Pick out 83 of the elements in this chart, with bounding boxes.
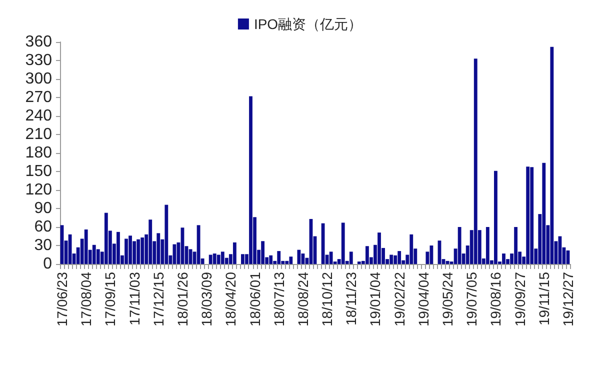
bar — [289, 256, 293, 264]
bar — [486, 227, 490, 264]
x-tick-label: 18/07/13 — [270, 272, 287, 326]
bar — [526, 166, 530, 264]
bar — [542, 162, 546, 264]
bar — [164, 204, 168, 264]
bar — [378, 232, 381, 264]
bar — [514, 227, 518, 264]
bar — [285, 260, 289, 264]
bar — [124, 238, 128, 264]
bar — [269, 255, 273, 264]
bar — [84, 229, 88, 264]
x-tick-label: 18/11/23 — [343, 272, 360, 326]
x-tick-label: 19/07/05 — [464, 272, 480, 326]
bar — [550, 46, 554, 264]
x-tick-label: 19/04/04 — [415, 272, 432, 326]
y-tick-label: 60 — [34, 218, 52, 236]
bar — [297, 250, 301, 264]
x-tick-label: 18/06/01 — [246, 272, 263, 326]
x-tick-label: 17/08/04 — [78, 272, 94, 326]
bar — [329, 252, 333, 264]
bar — [249, 96, 252, 264]
y-tick-label: 30 — [34, 237, 52, 254]
y-tick-label: 150 — [25, 163, 52, 180]
y-tick-label: 180 — [25, 144, 52, 162]
y-tick-label: 90 — [34, 200, 52, 217]
x-tick-label: 19/12/27 — [560, 272, 576, 326]
y-tick-label: 270 — [25, 89, 52, 106]
bar — [116, 232, 120, 264]
y-tick-label: 120 — [25, 182, 52, 198]
x-tick-label: 17/06/23 — [54, 272, 70, 326]
y-tick-label: 210 — [25, 126, 52, 143]
bar — [136, 239, 140, 264]
y-tick-label: 360 — [25, 34, 52, 50]
x-tick-label: 19/02/22 — [391, 272, 408, 326]
bar — [216, 254, 220, 264]
bar — [232, 242, 236, 264]
x-tick-label: 17/11/03 — [126, 272, 142, 326]
bar — [140, 237, 144, 264]
bar — [148, 220, 152, 264]
x-tick-label: 19/11/15 — [536, 272, 552, 326]
bar — [398, 251, 402, 264]
bar — [458, 227, 462, 264]
bar — [196, 225, 200, 264]
y-tick-label: 0 — [43, 256, 52, 272]
x-tick-label: 17/12/15 — [150, 272, 166, 326]
x-tick-label: 19/08/16 — [488, 272, 504, 326]
x-tick-label: 18/04/20 — [222, 272, 239, 326]
x-tick-label: 18/08/24 — [294, 272, 311, 326]
x-tick-label: 18/10/12 — [319, 272, 336, 326]
y-tick-label: 240 — [25, 108, 52, 124]
legend-label: IPO融资（亿元） — [254, 16, 362, 32]
bar — [220, 252, 224, 264]
bar — [394, 255, 398, 264]
bar — [208, 254, 212, 264]
bar — [474, 58, 478, 264]
bar — [349, 252, 353, 264]
bar — [128, 236, 132, 264]
x-tick-label: 19/09/27 — [512, 272, 528, 326]
x-tick-label: 18/03/09 — [198, 272, 215, 326]
x-tick-label: 19/01/04 — [367, 272, 384, 326]
bar — [341, 222, 345, 264]
bar — [261, 241, 264, 264]
bar — [301, 254, 305, 264]
bar — [277, 251, 281, 264]
bar — [494, 170, 498, 264]
y-tick-label: 330 — [25, 52, 52, 69]
bar — [104, 212, 108, 264]
y-tick-label: 300 — [25, 70, 52, 88]
bar — [502, 254, 506, 264]
bar — [156, 233, 160, 264]
bar — [390, 254, 394, 264]
bar — [530, 167, 534, 264]
bar — [172, 244, 176, 264]
bar — [96, 249, 100, 264]
x-tick-label: 17/09/15 — [102, 272, 118, 326]
x-tick-label: 18/01/26 — [174, 272, 190, 326]
bar — [410, 234, 414, 264]
bar — [92, 244, 96, 264]
bar — [212, 254, 216, 264]
x-tick-label: 19/05/24 — [440, 272, 456, 326]
bar — [241, 254, 244, 264]
bar — [366, 246, 369, 264]
